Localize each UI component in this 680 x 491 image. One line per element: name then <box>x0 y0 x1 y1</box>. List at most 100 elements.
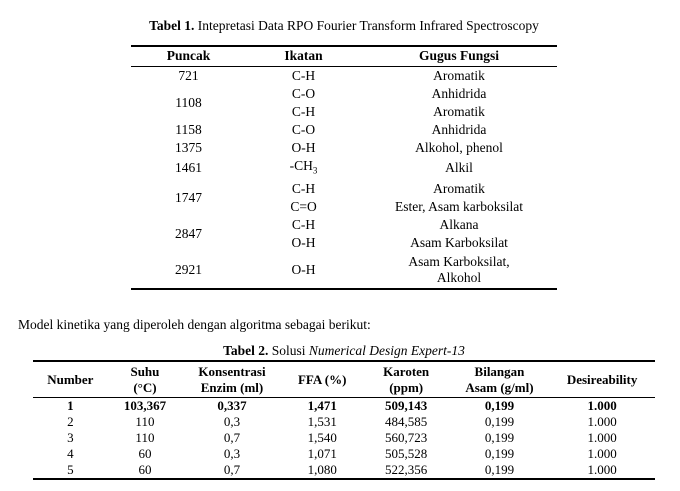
table-cell: Anhidrida <box>431 122 487 137</box>
table-cell: 110 <box>135 430 155 445</box>
table1-header-puncak: Puncak <box>131 46 247 67</box>
table-cell: 509,143 <box>385 398 428 413</box>
table-cell: Anhidrida <box>431 86 487 101</box>
table-cell: 1.000 <box>587 462 617 477</box>
ftir-table-section: Tabel 1. Intepretasi Data RPO Fourier Tr… <box>131 16 557 290</box>
table2-header-konsentrasi-enzim: Konsentrasi Enzim (ml) <box>182 361 282 398</box>
table-cell: Aromatik <box>433 180 485 196</box>
table2-caption-italic: Numerical Design Expert-13 <box>308 343 465 358</box>
table-cell: 0,199 <box>484 398 515 413</box>
table-row: 1158 C-O Anhidrida <box>131 121 557 139</box>
table-cell: 3 <box>67 430 74 445</box>
table1-caption-text: Intepretasi Data RPO Fourier Transform I… <box>194 18 539 33</box>
table2-header-bilangan-asam: Bilangan Asam (g/ml) <box>449 361 550 398</box>
table-cell: 1,540 <box>307 430 337 445</box>
table-cell: Alkil <box>445 160 473 176</box>
table-row: 1747 C-H Aromatik <box>131 180 557 205</box>
table-cell: 0,3 <box>223 414 241 429</box>
table-row: 2921 O-H Asam Karboksilat, Alkohol <box>131 252 557 289</box>
table-cell: Alkohol, phenol <box>415 140 503 155</box>
numerical-solution-table: Number Suhu (°C) Konsentrasi Enzim (ml) … <box>33 360 655 480</box>
table-cell: 0,199 <box>484 414 515 429</box>
table-cell: 1461 <box>175 160 202 176</box>
table-cell: 505,528 <box>385 446 428 461</box>
table-cell: C-O <box>291 122 316 137</box>
table-cell: Aromatik <box>433 104 485 119</box>
table-cell: 1747 <box>175 189 202 205</box>
table-cell: 5 <box>67 462 74 477</box>
table-cell: C=O <box>290 198 317 214</box>
table-cell: 0,337 <box>217 398 247 413</box>
table-cell: 110 <box>135 414 155 429</box>
kinetics-model-paragraph: Model kinetika yang diperoleh dengan alg… <box>18 317 371 332</box>
table-cell: 0,7 <box>223 462 241 477</box>
table-cell: O-H <box>291 261 316 277</box>
table-cell: O-H <box>291 234 316 250</box>
table-row: 2 110 0,3 1,531 484,585 0,199 1.000 <box>33 414 655 430</box>
table-cell: 2921 <box>175 261 202 277</box>
table-row: 5 60 0,7 1,080 522,356 0,199 1.000 <box>33 462 655 479</box>
table-row: C=O Ester, Asam karboksilat <box>131 198 557 216</box>
table-cell: C-H <box>291 104 316 119</box>
table-row: 4 60 0,3 1,071 505,528 0,199 1.000 <box>33 446 655 462</box>
table-cell: Asam Karboksilat, Alkohol <box>408 253 510 285</box>
table-cell: 1.000 <box>587 398 617 413</box>
table2-header-ffa: FFA (%) <box>281 361 363 398</box>
table-cell: 522,356 <box>385 462 428 477</box>
table-cell: Ester, Asam karboksilat <box>394 198 524 214</box>
table-cell: 2 <box>67 414 74 429</box>
table-row: 1 103,367 0,337 1,471 509,143 0,199 1.00… <box>33 398 655 415</box>
table-cell: Aromatik <box>433 68 485 83</box>
table1-header-row: Puncak Ikatan Gugus Fungsi <box>131 46 557 67</box>
solution-table-section: Tabel 2. Solusi Numerical Design Expert-… <box>33 342 655 480</box>
ftir-table: Puncak Ikatan Gugus Fungsi 721 C-H Aroma… <box>131 45 557 290</box>
table-cell: 1158 <box>175 122 202 137</box>
table-cell: 1,080 <box>307 462 337 477</box>
table-row: C-H Aromatik <box>131 103 557 121</box>
table-row: 2847 C-H Alkana <box>131 216 557 241</box>
table1-caption: Tabel 1. Intepretasi Data RPO Fourier Tr… <box>131 16 557 36</box>
table2-header-suhu: Suhu (°C) <box>107 361 183 398</box>
chem-formula: -CH <box>289 158 313 173</box>
table-cell: 1,471 <box>307 398 337 413</box>
table-cell: 60 <box>138 462 152 477</box>
table-cell: C-H <box>291 180 316 196</box>
table-cell: 0,199 <box>484 446 515 461</box>
table-cell: Asam Karboksilat <box>410 234 508 250</box>
table-cell: 1,071 <box>307 446 337 461</box>
table-cell: C-H <box>291 216 316 232</box>
table1-header-ikatan: Ikatan <box>246 46 362 67</box>
table2-caption: Tabel 2. Solusi Numerical Design Expert-… <box>33 342 655 359</box>
table-row: O-H Asam Karboksilat <box>131 234 557 252</box>
table2-caption-label: Tabel 2. <box>223 343 269 358</box>
table-cell: 1375 <box>175 140 202 155</box>
table-cell: 1.000 <box>587 430 617 445</box>
table-cell: 60 <box>138 446 152 461</box>
table-cell: 484,585 <box>385 414 428 429</box>
table-row: 1108 C-O Anhidrida <box>131 85 557 110</box>
table-cell: 2847 <box>175 225 202 241</box>
table-cell: -CH3 <box>246 157 361 180</box>
table-cell: 1,531 <box>307 414 337 429</box>
table-cell: 4 <box>67 446 74 461</box>
table-cell: 103,367 <box>123 398 167 413</box>
table-cell: 1 <box>67 398 74 413</box>
table2-header-desireability: Desireability <box>549 361 655 398</box>
table-cell: 1.000 <box>587 414 617 429</box>
table2-header-row: Number Suhu (°C) Konsentrasi Enzim (ml) … <box>33 361 655 398</box>
table-cell: 0,3 <box>223 446 241 461</box>
table-row: 3 110 0,7 1,540 560,723 0,199 1.000 <box>33 430 655 446</box>
table2-header-karoten: Karoten (ppm) <box>362 361 450 398</box>
table-cell: 0,7 <box>223 430 241 445</box>
table-row: 721 C-H Aromatik <box>131 67 557 86</box>
table-row: 1461 -CH3 Alkil <box>131 157 557 180</box>
table2-header-number: Number <box>33 361 108 398</box>
table-cell: 0,199 <box>484 430 515 445</box>
table1-header-gugus-fungsi: Gugus Fungsi <box>361 46 557 67</box>
table-cell: 1108 <box>175 95 202 110</box>
table-cell: 721 <box>178 68 199 83</box>
table-cell: C-O <box>291 86 316 101</box>
table1-caption-label: Tabel 1. <box>149 18 195 33</box>
table-cell: C-H <box>291 68 316 83</box>
table-cell: 1.000 <box>587 446 617 461</box>
